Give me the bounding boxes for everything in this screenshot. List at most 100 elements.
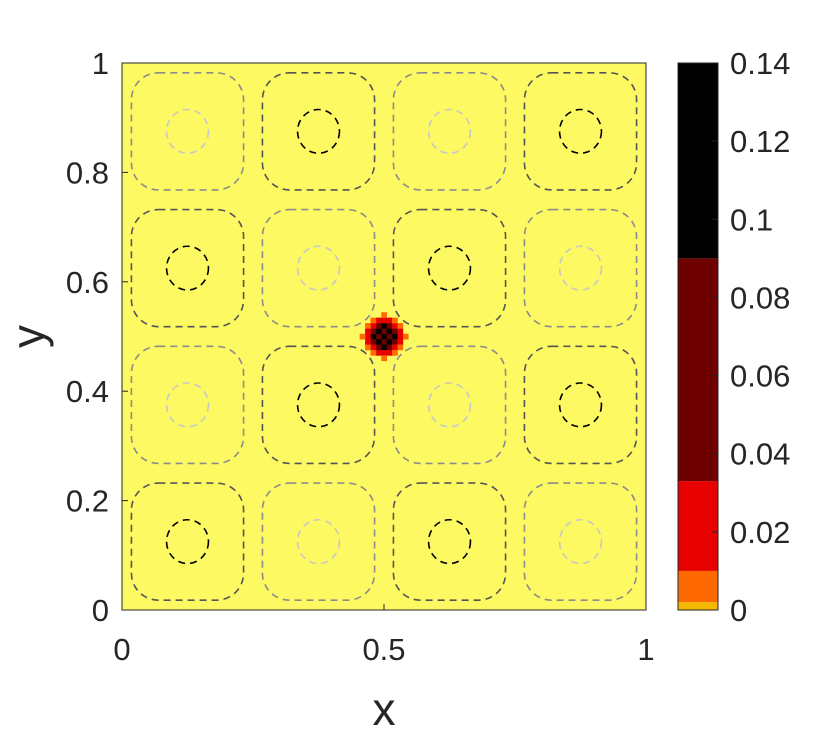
hotspot-cell-12 [381,344,387,351]
hotspot-cell-28 [370,344,377,351]
contour-outer-3-1 [523,345,638,465]
hotspot-cell-38 [359,333,366,340]
hotspot-cell-30 [365,328,371,335]
contour-inner-0-2 [165,245,210,291]
contour-outer-2-3 [392,72,507,191]
hotspot-cell-11 [381,323,387,329]
x-axis-label: x [373,683,396,733]
contour-inner-0-3 [165,108,210,155]
hotspot-cell-45 [392,317,398,324]
colorbar-level-0 [678,602,718,610]
hotspot-cell-0 [381,333,387,340]
hotspot-cell-14 [370,328,377,335]
x-tick-label: 1 [637,632,654,667]
hotspot [359,312,409,362]
contour-outer-0-2 [130,208,245,328]
hotspot-cell-34 [375,317,382,324]
hotspot-cell-29 [397,328,404,335]
contour-outer-1-2 [261,208,376,328]
contour-inner-1-2 [296,245,341,291]
hotspot-cell-16 [370,339,377,345]
hotspot-cell-42 [365,323,371,329]
hotspot-cell-21 [397,333,404,340]
x-axis-ticks: 0 0.5 1 [113,604,655,667]
hotspot-cell-4 [381,339,387,345]
hotspot-cell-26 [370,323,377,329]
hotspot-cell-5 [386,328,393,335]
colorbar-ticks: 0 0.02 0.04 0.06 0.08 0.1 0.12 0.14 [712,46,790,628]
contour-outer-0-1 [130,345,245,465]
contour-inner-0-0 [165,518,210,565]
y-tick-label: 1 [92,46,109,81]
contour-inner-3-2 [558,245,603,291]
contour-overlay [130,72,638,601]
contour-outer-1-3 [261,72,376,191]
hotspot-cell-27 [392,344,398,351]
colorbar-level-3 [678,258,718,482]
contour-outer-2-0 [392,482,507,601]
contour-outer-1-1 [261,345,376,465]
hotspot-cell-37 [402,333,409,340]
colorbar-tick-label: 0.04 [730,437,790,472]
hotspot-cell-1 [386,333,393,340]
hotspot-cell-43 [397,344,404,351]
contour-inner-2-0 [427,518,472,565]
y-tick-label: 0.8 [66,155,109,190]
hotspot-cell-46 [370,317,377,324]
y-tick-label: 0.2 [66,484,109,519]
contour-inner-3-1 [558,382,603,428]
hotspot-cell-23 [381,317,387,324]
y-tick-label: 0.4 [66,374,109,409]
colorbar-level-1 [678,570,718,603]
hotspot-cell-32 [365,339,371,345]
hotspot-cell-44 [365,344,371,351]
y-axis-ticks: 0 0.2 0.4 0.6 0.8 1 [66,46,128,628]
hotspot-cell-35 [386,350,393,356]
colorbar [677,62,719,611]
contour-inner-2-1 [427,382,472,428]
hotspot-cell-18 [375,323,382,329]
contour-inner-1-3 [296,108,341,155]
hotspot-cell-41 [397,323,404,329]
hotspot-cell-33 [386,317,393,324]
contour-outer-2-2 [392,208,507,328]
x-tick-label: 0 [113,632,130,667]
hotspot-cell-24 [381,350,387,356]
colorbar-tick-label: 0.12 [730,124,790,159]
hotspot-cell-48 [370,350,377,356]
hotspot-cell-39 [381,312,387,318]
hotspot-cell-47 [392,350,398,356]
contour-outer-3-3 [523,72,638,191]
contour-inner-2-2 [427,245,472,291]
hotspot-cell-13 [392,328,398,335]
colorbar-tick-label: 0.02 [730,515,790,550]
hotspot-cell-6 [375,328,382,335]
hotspot-cell-15 [392,339,398,345]
colorbar-level-4 [678,63,718,259]
contour-outer-0-3 [130,72,245,191]
hotspot-cell-9 [392,333,398,340]
hotspot-cell-40 [381,355,387,362]
hotspot-cell-25 [392,323,398,329]
hotspot-cell-2 [375,333,382,340]
contour-inner-1-1 [296,382,341,428]
colorbar-tick-label: 0.1 [730,202,773,237]
colorbar-tick-label: 0.08 [730,280,790,315]
hotspot-cell-8 [375,339,382,345]
colorbar-tick-label: 0.06 [730,359,790,394]
colorbar-level-2 [678,481,718,571]
contour-inner-0-1 [165,382,210,428]
y-tick-label: 0 [92,593,109,628]
contour-inner-1-0 [296,518,341,565]
hotspot-cell-17 [386,323,393,329]
hotspot-cell-22 [365,333,371,340]
hotspot-cell-31 [397,339,404,345]
hotspot-cell-19 [386,344,393,351]
contour-outer-3-0 [523,482,638,601]
contour-outer-3-2 [523,208,638,328]
contour-outer-0-0 [130,482,245,601]
contour-outer-2-1 [392,345,507,465]
colorbar-tick-label: 0 [730,593,747,628]
contour-outer-1-0 [261,482,376,601]
